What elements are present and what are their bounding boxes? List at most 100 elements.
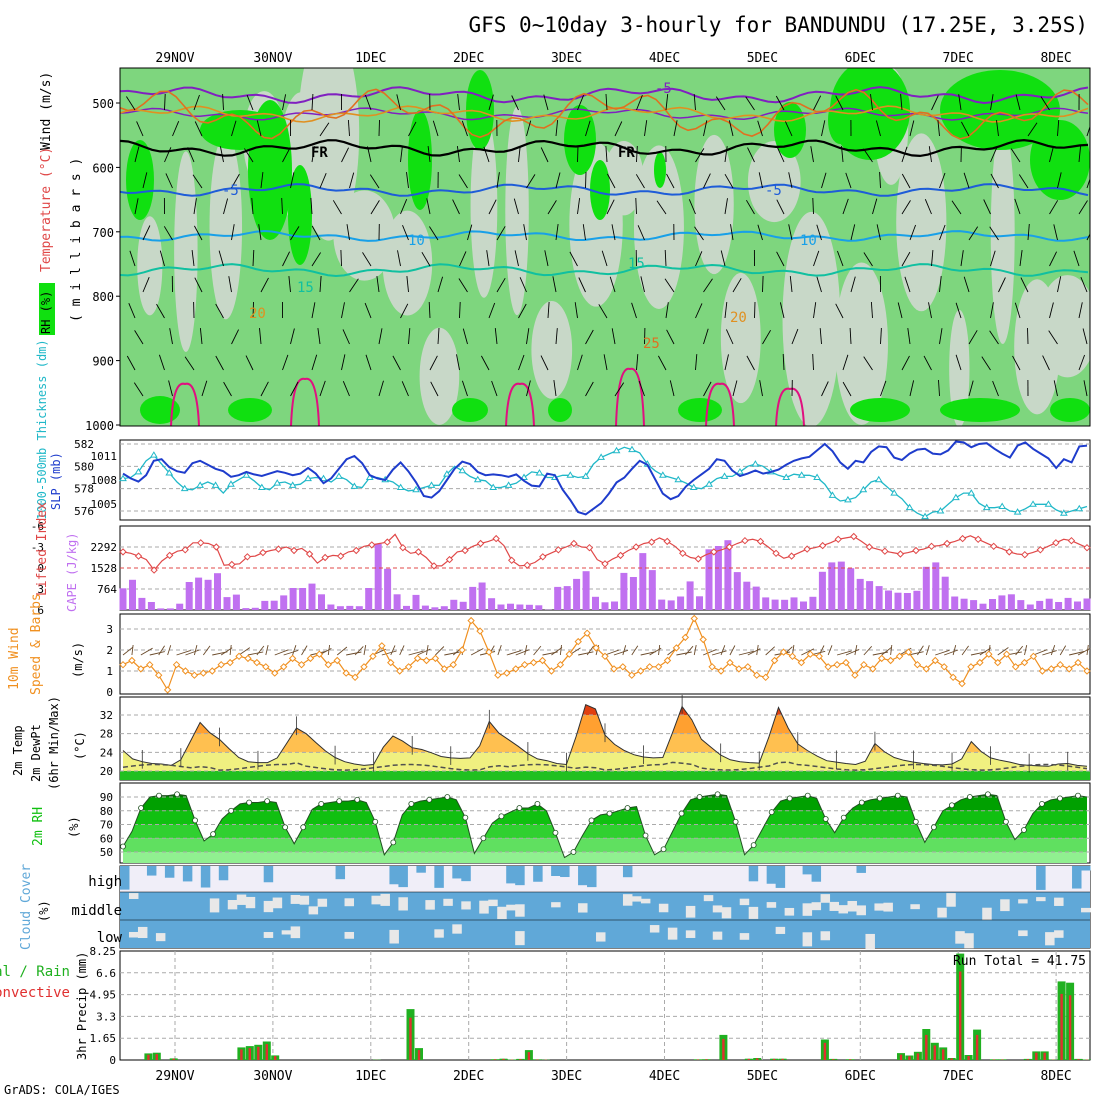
date-label-bottom: 8DEC — [1040, 1069, 1071, 1084]
cape-bar — [819, 572, 826, 610]
precip-panel: 8.256.64.953.31.650 Run Total = 41.75 To… — [0, 945, 1091, 1067]
precip-tick: 0 — [109, 1054, 116, 1067]
rh2m-unit: (%) — [67, 816, 81, 838]
cloud-mid-gap — [345, 898, 354, 906]
precip-convective-bar — [925, 1035, 927, 1060]
date-label-top: 4DEC — [649, 51, 680, 66]
cloud-mid-gap — [704, 895, 713, 901]
slp-tick: 1008 — [91, 474, 118, 487]
rh-dry-patch — [383, 211, 433, 316]
cloud-mid-gap — [443, 899, 452, 906]
cape-bar — [261, 601, 268, 610]
rh2m-point — [553, 830, 558, 835]
cloud-mid-gap — [228, 900, 237, 909]
cloud-mid-gap — [821, 894, 830, 903]
cape-tick: 764 — [97, 583, 117, 596]
cape-bar — [696, 596, 703, 610]
cape-bar — [706, 549, 713, 610]
rh2m-point — [1075, 793, 1080, 798]
rh-dry-patch — [505, 107, 529, 315]
cloud-level-middle: middle — [71, 903, 122, 919]
cape-bar — [630, 577, 637, 610]
cloud-mid-gap — [641, 899, 650, 904]
cape-bar — [743, 582, 750, 610]
precip-convective-bar — [240, 1049, 242, 1060]
cloud-high-cell — [749, 866, 758, 881]
wind10m-label-2: Speed & Barbs — [29, 593, 44, 695]
cape-bar — [677, 597, 684, 611]
cape-bar — [583, 571, 590, 610]
cape-axis-label: CAPE (J/kg) — [65, 533, 79, 612]
precip-axes: 8.256.64.953.31.650 — [90, 945, 117, 1067]
cape-bar — [592, 597, 599, 610]
cloud-high-cell — [533, 866, 542, 882]
precip-label-2: Convective — [0, 985, 70, 1001]
temperature-base — [120, 771, 1090, 780]
cloud-high-cell — [812, 866, 821, 882]
cloud-low-gap — [452, 924, 461, 933]
contour-label: 20 — [249, 306, 266, 322]
rh2m-point — [391, 840, 396, 845]
rh2m-point — [139, 806, 144, 811]
rh-dry-patch — [531, 301, 572, 399]
cape-bar — [1065, 598, 1072, 610]
cloud-low-gap — [596, 932, 605, 941]
wind-barb — [763, 276, 764, 292]
footer-credit: GrADS: COLA/IGES — [4, 1083, 120, 1097]
cloud-low-gap — [776, 927, 785, 934]
cape-bar — [961, 599, 968, 610]
pressure-tick: 600 — [92, 161, 114, 175]
rh2m-point — [319, 801, 324, 806]
rh2m-point — [985, 792, 990, 797]
rh2m-point — [427, 797, 432, 802]
cloud-high-cell — [434, 866, 443, 888]
precip-convective-bar — [748, 1059, 750, 1060]
cape-bar — [394, 594, 401, 610]
rh-moist-patch — [228, 398, 272, 422]
date-label-top: 1DEC — [355, 51, 386, 66]
cape-bar — [271, 601, 278, 610]
rh2m-tick: 80 — [100, 805, 113, 818]
rh-dry-patch — [137, 216, 162, 315]
precip-axis-label: 3hr Precip (mm) — [75, 952, 89, 1060]
cloud-mid-gap — [848, 901, 857, 912]
rh-dry-patch — [694, 135, 733, 274]
cape-tick: 2292 — [91, 541, 118, 554]
cape-bar — [781, 600, 788, 610]
cape-bar — [602, 602, 609, 610]
cloud-high-cell — [452, 866, 461, 878]
precip-convective-bar — [1069, 995, 1071, 1060]
rh2m-point — [697, 795, 702, 800]
date-label-top: 3DEC — [551, 51, 582, 66]
cloud-low-gap — [955, 931, 964, 943]
rh2m-point — [517, 806, 522, 811]
temperature-tick: 32 — [100, 709, 113, 722]
precip-convective-bar — [147, 1055, 149, 1060]
chart-title: GFS 0~10day 3-hourly for BANDUNDU (17.25… — [468, 13, 1088, 37]
precip-convective-bar — [1027, 1059, 1029, 1060]
rh-dry-patch — [1038, 275, 1097, 377]
rh-moist-patch — [654, 152, 666, 188]
cloud-panel: high middle low Cloud Cover (%) — [19, 864, 1091, 950]
rh2m-point — [859, 800, 864, 805]
rh-moist-patch — [850, 398, 910, 422]
cloud-mid-gap — [1081, 908, 1090, 912]
cape-bar — [413, 595, 420, 610]
cape-bar — [847, 568, 854, 610]
precip-convective-bar — [959, 972, 961, 1061]
cloud-mid-gap — [515, 904, 524, 916]
cloud-low-gap — [389, 930, 398, 944]
rh2m-point — [499, 814, 504, 819]
date-label-top: 29NOV — [155, 51, 194, 66]
cloud-mid-gap — [686, 906, 695, 918]
cape-bar — [1046, 599, 1053, 610]
cloud-low-gap — [345, 932, 354, 939]
date-label-bottom: 2DEC — [453, 1069, 484, 1084]
cloud-high-cell — [389, 866, 398, 884]
cape-bar — [885, 591, 892, 611]
cloud-low-gap — [964, 933, 973, 948]
cape-bar — [138, 598, 145, 610]
cloud-mid-gap — [623, 894, 632, 906]
precip-tick: 1.65 — [90, 1032, 117, 1045]
